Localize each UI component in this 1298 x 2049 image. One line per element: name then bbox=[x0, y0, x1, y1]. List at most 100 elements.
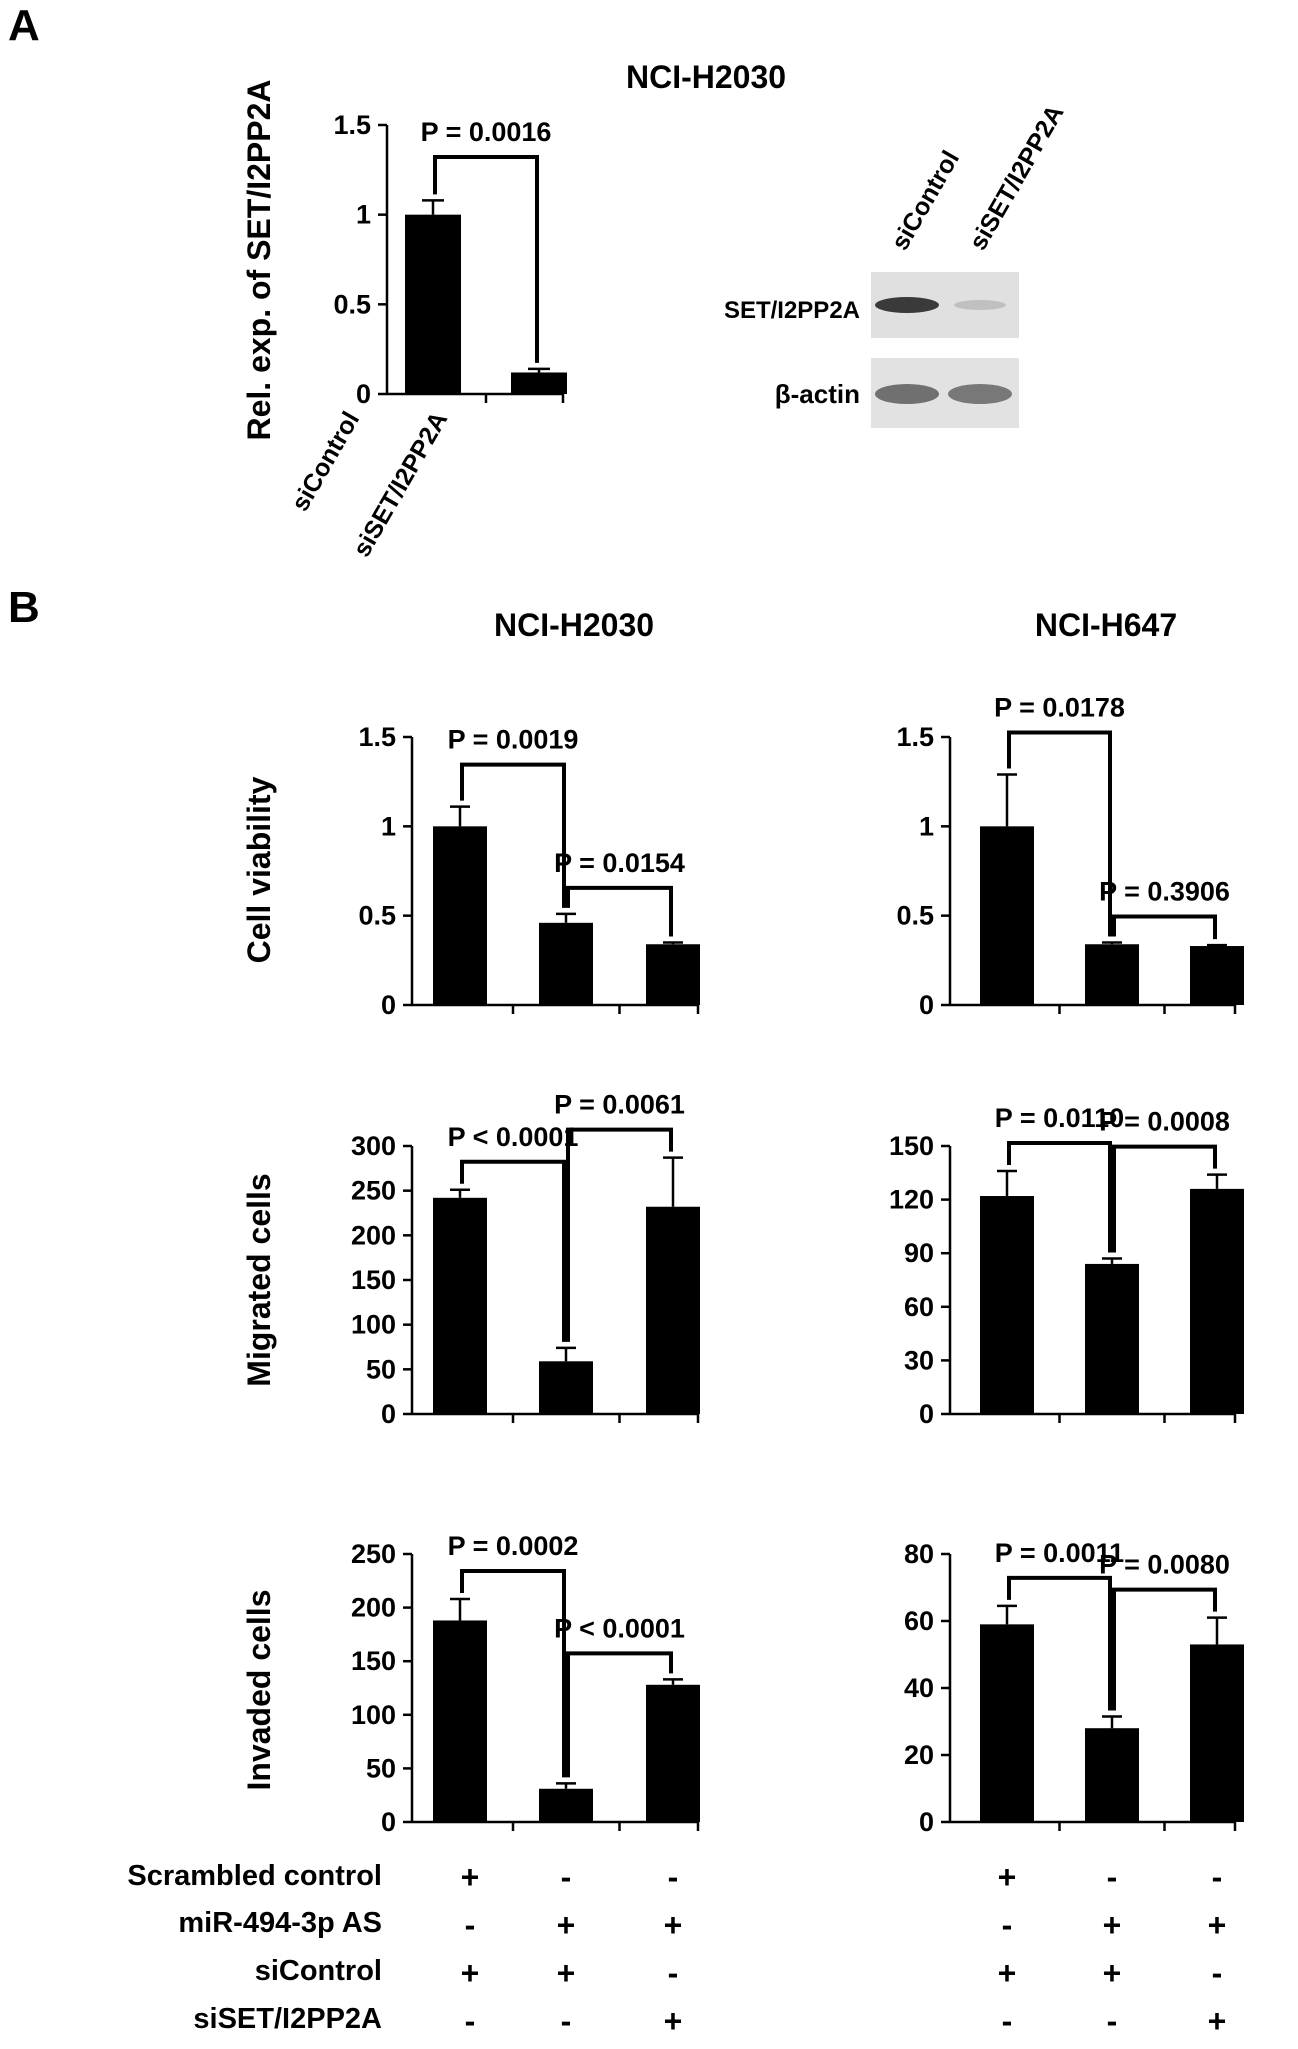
significance-bracket bbox=[1007, 1575, 1112, 1711]
panel-label-a: A bbox=[8, 1, 40, 50]
y-axis-label: Rel. exp. of SET/I2PP2A bbox=[241, 80, 277, 441]
blot-lane-label-sicontrol: siControl bbox=[886, 146, 965, 255]
y-tick-label: 0 bbox=[356, 379, 371, 409]
condition-sign: + bbox=[461, 1859, 480, 1895]
panel-label-b: B bbox=[8, 583, 40, 632]
condition-sign: - bbox=[1002, 1907, 1013, 1943]
y-tick-label: 300 bbox=[351, 1131, 396, 1161]
condition-sign: - bbox=[668, 1859, 679, 1895]
y-tick-label: 250 bbox=[351, 1176, 396, 1206]
y-tick-label: 1.5 bbox=[358, 722, 396, 752]
p-value-label: P = 0.0016 bbox=[421, 117, 552, 147]
chart-b-viability-h647: 0 0.5 1 1.5 P = 0.0178 P = 0.3906 bbox=[896, 693, 1244, 1020]
bar bbox=[980, 1196, 1034, 1414]
condition-sign: - bbox=[561, 2003, 572, 2039]
condition-sign: + bbox=[1103, 1955, 1122, 1991]
p-value-label: P = 0.0061 bbox=[554, 1090, 685, 1120]
p-value-label: P = 0.0178 bbox=[994, 693, 1125, 723]
p-value-label: P = 0.3906 bbox=[1099, 876, 1230, 906]
condition-label-sicontrol: siControl bbox=[255, 1955, 382, 1987]
significance-bracket bbox=[566, 1651, 673, 1778]
y-axis-label: Invaded cells bbox=[241, 1590, 277, 1791]
y-tick-label: 1.5 bbox=[333, 110, 371, 140]
panel-a-category-label-sicontrol: siControl bbox=[286, 407, 365, 516]
chart-b-viability-h2030: 0 0.5 1 1.5 P = 0.0019 P = 0.0154 Cell viabili… bbox=[241, 722, 700, 1020]
significance-bracket bbox=[1007, 1141, 1112, 1253]
condition-sign: + bbox=[998, 1955, 1017, 1991]
y-tick-label: 250 bbox=[351, 1539, 396, 1569]
y-tick-label: 100 bbox=[351, 1700, 396, 1730]
bar bbox=[646, 1206, 700, 1414]
p-value-label: P = 0.0002 bbox=[448, 1531, 579, 1561]
significance-bracket bbox=[433, 155, 539, 363]
y-tick-label: 0 bbox=[381, 1807, 396, 1837]
p-value-label: P = 0.0154 bbox=[554, 848, 685, 878]
bar bbox=[1190, 1644, 1244, 1822]
y-tick-label: 1 bbox=[381, 811, 396, 841]
condition-label-scrambled: Scrambled control bbox=[127, 1860, 382, 1892]
y-tick-label: 0 bbox=[919, 1807, 934, 1837]
blot-band-set-siset bbox=[954, 300, 1006, 310]
y-tick-label: 150 bbox=[889, 1131, 934, 1161]
blot-band-actin-sicontrol bbox=[875, 384, 939, 404]
y-tick-label: 0.5 bbox=[333, 289, 371, 319]
bar bbox=[539, 922, 593, 1005]
p-value-label: P = 0.0008 bbox=[1099, 1107, 1230, 1137]
condition-sign: - bbox=[1002, 2003, 1013, 2039]
y-tick-label: 200 bbox=[351, 1593, 396, 1623]
bar bbox=[1190, 946, 1244, 1005]
condition-sign: - bbox=[668, 1955, 679, 1991]
p-value-label: P = 0.0110 bbox=[995, 1103, 1124, 1133]
bar bbox=[539, 1788, 593, 1822]
y-tick-label: 0 bbox=[919, 990, 934, 1020]
y-tick-label: 120 bbox=[889, 1185, 934, 1215]
y-tick-label: 90 bbox=[904, 1238, 934, 1268]
y-tick-label: 50 bbox=[366, 1753, 396, 1783]
y-axis-label: Migrated cells bbox=[241, 1173, 277, 1386]
blot-band-actin-siset bbox=[948, 384, 1012, 404]
y-tick-label: 100 bbox=[351, 1310, 396, 1340]
y-tick-label: 60 bbox=[904, 1292, 934, 1322]
y-tick-label: 0.5 bbox=[896, 901, 934, 931]
bar bbox=[1085, 1263, 1139, 1414]
y-tick-label: 1.5 bbox=[896, 722, 934, 752]
bar bbox=[646, 1684, 700, 1822]
blot-row-label-actin: β-actin bbox=[775, 379, 860, 409]
condition-sign: + bbox=[1208, 1907, 1227, 1943]
panel-b-title-h647: NCI-H647 bbox=[1035, 607, 1177, 643]
panel-b-title-h2030: NCI-H2030 bbox=[494, 607, 654, 643]
condition-sign: - bbox=[1212, 1859, 1223, 1895]
y-tick-label: 150 bbox=[351, 1265, 396, 1295]
bar bbox=[433, 1620, 487, 1822]
significance-bracket bbox=[1112, 914, 1217, 940]
condition-label-siset: siSET/I2PP2A bbox=[193, 2003, 382, 2035]
y-tick-label: 0 bbox=[381, 1399, 396, 1429]
blot-row-label-set: SET/I2PP2A bbox=[724, 297, 860, 324]
condition-sign: + bbox=[1103, 1907, 1122, 1943]
y-tick-label: 20 bbox=[904, 1740, 934, 1770]
significance-bracket bbox=[460, 1159, 566, 1342]
bar bbox=[433, 826, 487, 1005]
blot-lane-label-siset: siSET/I2PP2A bbox=[964, 100, 1070, 255]
significance-bracket bbox=[1112, 1144, 1217, 1253]
panel-a-category-label-siset: siSET/I2PP2A bbox=[348, 407, 454, 562]
condition-sign: - bbox=[1107, 1859, 1118, 1895]
y-axis-label: Cell viability bbox=[241, 776, 277, 963]
y-tick-label: 1 bbox=[919, 811, 934, 841]
y-tick-label: 60 bbox=[904, 1606, 934, 1636]
bar bbox=[1085, 944, 1139, 1005]
condition-sign: - bbox=[465, 1907, 476, 1943]
condition-sign: + bbox=[664, 2003, 683, 2039]
y-tick-label: 50 bbox=[366, 1354, 396, 1384]
condition-sign: - bbox=[465, 2003, 476, 2039]
condition-sign: - bbox=[1212, 1955, 1223, 1991]
western-blot: siControl siSET/I2PP2A SET/I2PP2A β-acti… bbox=[724, 100, 1070, 428]
bar bbox=[511, 372, 567, 394]
y-tick-label: 1 bbox=[356, 200, 371, 230]
bar bbox=[1085, 1728, 1139, 1822]
condition-sign: + bbox=[557, 1907, 576, 1943]
